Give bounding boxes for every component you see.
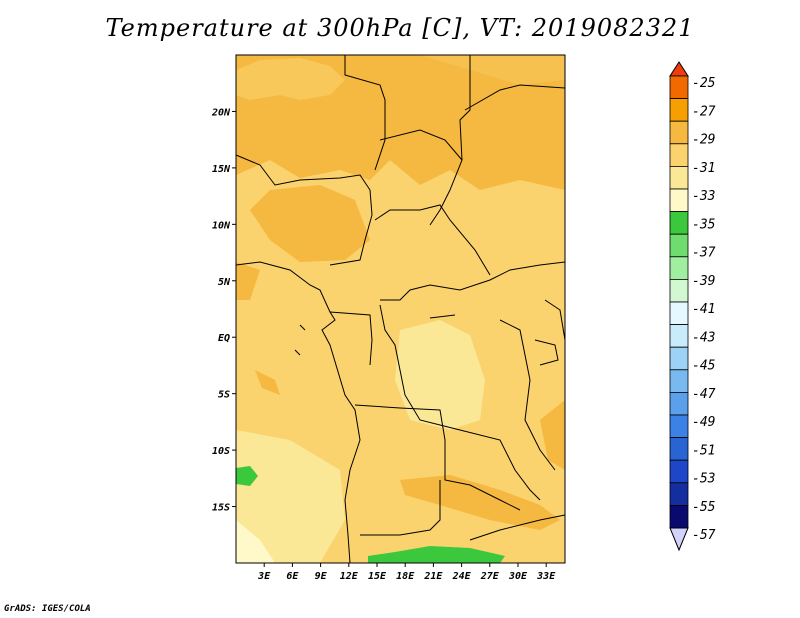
colorbar-swatch	[669, 75, 689, 100]
lon-tick-label: 21E	[423, 571, 443, 582]
colorbar-label: -55	[692, 500, 716, 515]
colorbar-label: -31	[692, 161, 715, 176]
colorbar-swatch	[669, 482, 689, 506]
lat-tick-label: EQ	[218, 333, 230, 344]
colorbar-swatch	[669, 459, 689, 484]
colorbar-label: -45	[692, 359, 716, 374]
colorbar-label: -47	[692, 387, 716, 402]
lon-tick-label: 30E	[508, 571, 528, 582]
country-borders	[235, 55, 566, 564]
colorbar-swatch	[669, 233, 689, 258]
colorbar-bottom-arrow	[669, 527, 689, 552]
lat-tick-label: 10S	[212, 446, 230, 457]
colorbar-swatch	[669, 165, 689, 190]
colorbar-swatch	[669, 143, 689, 167]
colorbar-swatch	[669, 120, 689, 145]
lon-tick-label: 33E	[536, 571, 556, 582]
colorbar-top-arrow	[669, 61, 689, 77]
colorbar-label: -29	[692, 133, 715, 148]
longitude-axis: 3E 6E 9E 12E 15E 18E 21E 24E 27E 30E 33E	[257, 563, 556, 582]
colorbar-label: -43	[692, 330, 715, 345]
colorbar-label: -53	[692, 472, 715, 487]
colorbar-swatch	[669, 211, 689, 235]
colorbar-swatch	[669, 414, 689, 439]
colorbar-swatch	[669, 369, 689, 393]
colorbar-label: -33	[692, 189, 715, 204]
colorbar-swatch	[669, 437, 689, 461]
lon-tick-label: 27E	[480, 571, 500, 582]
colorbar-label: -39	[692, 274, 715, 289]
lat-tick-label: 10N	[212, 220, 231, 231]
lon-tick-label: 3E	[257, 571, 271, 582]
colorbar-label: -37	[692, 246, 716, 261]
lon-tick-label: 18E	[396, 571, 415, 582]
colorbar-swatch	[669, 391, 689, 416]
colorbar-label: -27	[692, 104, 716, 119]
credit-label: GrADS: IGES/COLA	[4, 604, 91, 614]
colorbar-swatch	[669, 188, 689, 213]
colorbar-label: -25	[692, 76, 716, 91]
colorbar-label: -57	[692, 528, 716, 543]
colorbar-swatch	[669, 504, 689, 529]
colorbar-label: -41	[692, 302, 715, 317]
colorbar-label: -49	[692, 415, 715, 430]
map-frame	[235, 54, 566, 564]
lon-tick-label: 6E	[286, 571, 299, 582]
lat-tick-label: 20N	[211, 107, 231, 118]
colorbar-label: -35	[692, 217, 716, 232]
lon-tick-label: 24E	[452, 571, 472, 582]
lon-tick-label: 12E	[340, 571, 359, 582]
colorbar-swatch	[669, 301, 689, 326]
lat-tick-label: 15S	[212, 503, 230, 514]
colorbar-swatch	[669, 98, 689, 122]
lat-tick-label: 15N	[212, 164, 231, 175]
latitude-axis: 20N 15N 10N 5N EQ 5S 10S 15S	[211, 107, 236, 514]
lat-tick-label: 5N	[218, 277, 231, 288]
lat-tick-label: 5S	[218, 390, 230, 401]
temperature-field	[236, 55, 565, 563]
colorbar-swatch	[669, 346, 689, 371]
colorbar: -25 -27 -29 -31 -33 -35 -37 -39 -41 -43 -45 -47 -49 -…	[669, 61, 716, 552]
colorbar-label: -51	[692, 443, 715, 458]
chart-title: Temperature at 300hPa [C], VT: 201908232…	[105, 14, 695, 42]
colorbar-swatch	[669, 324, 689, 348]
colorbar-swatch	[669, 256, 689, 280]
lon-tick-label: 9E	[315, 571, 328, 582]
colorbar-swatch	[669, 278, 689, 303]
lon-tick-label: 15E	[368, 571, 387, 582]
